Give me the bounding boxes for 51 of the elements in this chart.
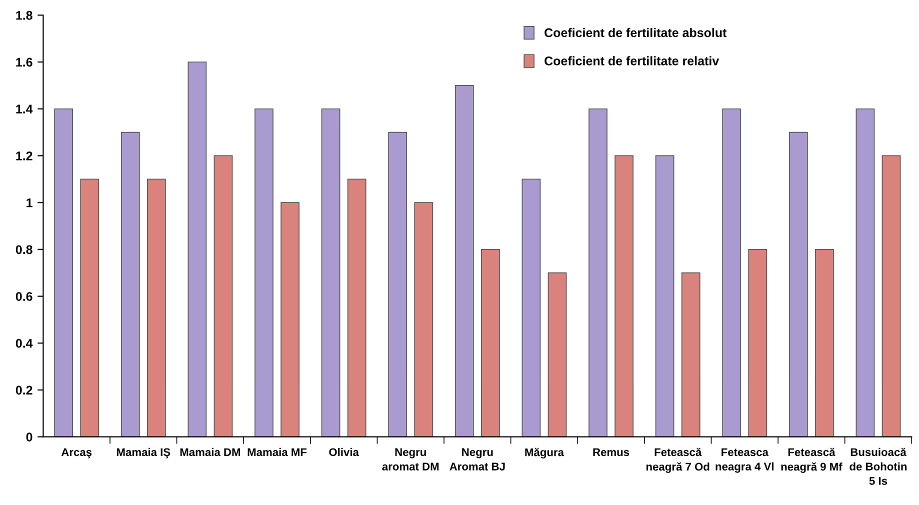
bar — [454, 85, 474, 437]
x-tick-label: Negru aromat DM — [382, 448, 439, 470]
bar — [748, 248, 768, 437]
bar — [347, 178, 366, 437]
x-tick-label: Fetească neagră 7 Od — [646, 448, 710, 473]
y-tick-label: 0.2 — [16, 386, 32, 395]
bar — [588, 108, 608, 437]
bar — [614, 155, 634, 437]
y-tick-label: 1.2 — [16, 152, 32, 160]
y-tick-label: 1.6 — [16, 58, 32, 67]
bar — [788, 132, 808, 437]
bar — [388, 132, 408, 437]
x-tick-label: Fetească neagră 9 Mf — [781, 448, 842, 473]
y-tick-label: 0.6 — [16, 292, 32, 301]
bar — [414, 202, 434, 437]
bar — [280, 202, 300, 437]
bar — [80, 178, 100, 437]
bar — [120, 132, 140, 437]
x-tick-label: Olivia — [329, 448, 360, 456]
x-tick-label: Feteasca neagra 4 Vl — [716, 448, 774, 473]
bar — [188, 62, 207, 437]
bar — [815, 248, 834, 437]
bar — [146, 178, 166, 437]
bar — [522, 178, 541, 437]
x-tick-label: Mamaia DM — [180, 448, 240, 456]
legend-label: Coeficient de fertilitate absolut — [544, 28, 727, 38]
y-tick-label: 1.4 — [16, 104, 33, 114]
x-tick-label: Arcaş — [61, 448, 92, 458]
bar — [681, 272, 700, 437]
bar — [214, 155, 233, 437]
bar — [548, 272, 567, 437]
legend-label: Coeficient de fertilitate relativ — [544, 56, 720, 66]
x-tick-label: Busuioacă de Bohotin 5 Is — [850, 448, 907, 485]
bar — [722, 108, 742, 437]
y-tick-label: 0.4 — [16, 338, 33, 348]
x-tick-label: Măgura — [525, 448, 564, 458]
bar — [254, 108, 274, 437]
bar — [856, 108, 875, 437]
bar — [655, 155, 674, 437]
y-tick-label: 0 — [26, 432, 32, 442]
x-tick-label: Negru Aromat BJ — [450, 448, 505, 470]
bar — [54, 108, 74, 437]
bar — [321, 108, 340, 437]
y-tick-label: 0.8 — [16, 245, 32, 254]
x-tick-label: Remus — [593, 448, 630, 456]
x-tick-label: Mamaia MF — [248, 448, 307, 456]
bar — [481, 248, 500, 437]
x-tick-label: Mamaia IŞ — [116, 448, 170, 458]
bar — [882, 155, 901, 437]
y-tick-label: 1 — [26, 198, 32, 208]
y-tick-label: 1.8 — [16, 10, 32, 20]
